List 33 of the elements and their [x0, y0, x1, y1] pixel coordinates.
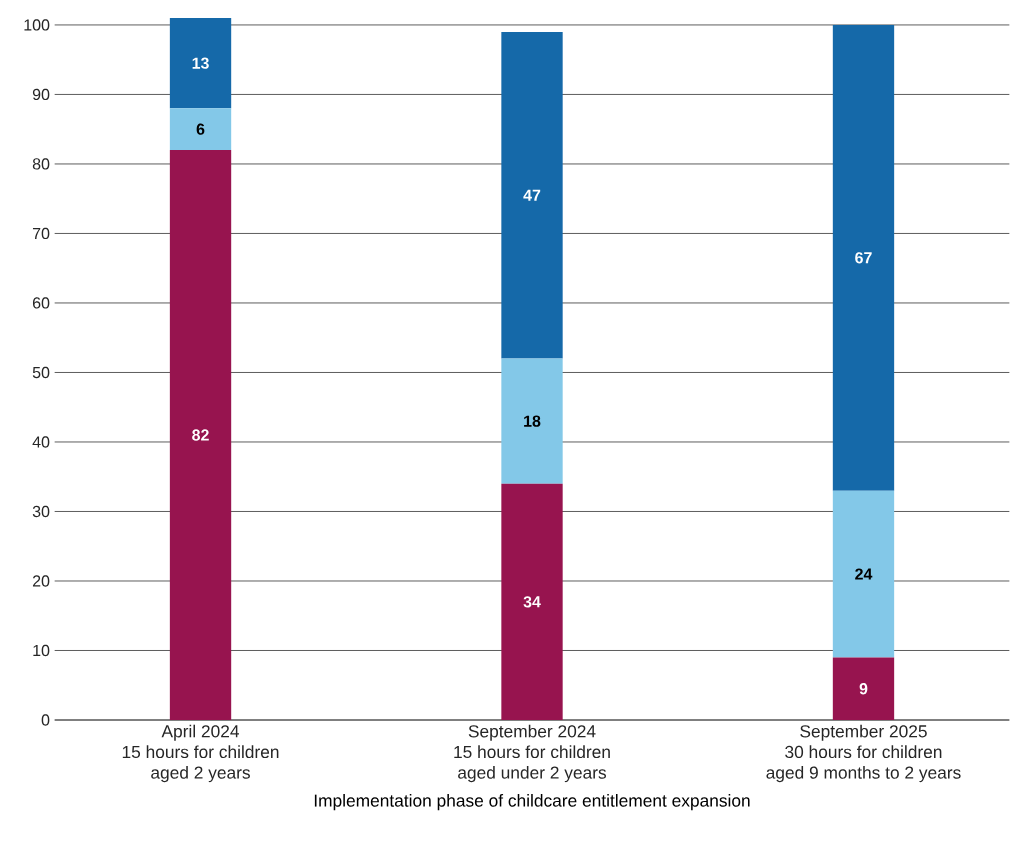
data-label: 13: [192, 57, 209, 69]
bar: [169, 150, 232, 720]
bar: [832, 490, 895, 658]
bar: [169, 17, 232, 109]
y-tick-label: 80: [32, 158, 50, 170]
data-label: 9: [859, 683, 868, 695]
y-tick-label: 90: [32, 88, 50, 101]
bar: [832, 657, 895, 720]
data-label: 24: [855, 568, 873, 580]
bar: [501, 358, 563, 484]
bar: [501, 483, 563, 720]
y-tick-label: 60: [32, 297, 50, 309]
y-tick-label: 50: [32, 366, 50, 379]
data-label: 34: [523, 596, 541, 608]
x-tick-label: September 2025 30 hours for children aged 9 months to 2 years: [766, 724, 961, 783]
x-axis-title: Implementation phase of childcare entitlement expansion: [314, 794, 750, 811]
y-tick-label: 30: [32, 505, 50, 518]
bar: [501, 31, 563, 359]
data-label: 67: [855, 252, 872, 264]
data-label: 18: [524, 415, 541, 427]
x-tick-label: April 2024 15 hours for children aged 2 years: [122, 724, 279, 783]
data-label: 82: [192, 429, 209, 441]
data-label: 6: [196, 123, 205, 135]
y-tick-label: 20: [32, 575, 50, 587]
y-tick-label: 70: [32, 227, 50, 240]
y-tick-label: 0: [41, 714, 50, 726]
y-tick-label: 10: [33, 644, 50, 657]
y-tick-label: 40: [32, 436, 50, 448]
x-tick-label: September 2024 15 hours for children aged under 2 years: [454, 724, 610, 783]
bar: [169, 108, 232, 151]
y-tick-label: 100: [24, 19, 50, 31]
data-label: 47: [523, 189, 541, 201]
bar: [832, 24, 895, 491]
